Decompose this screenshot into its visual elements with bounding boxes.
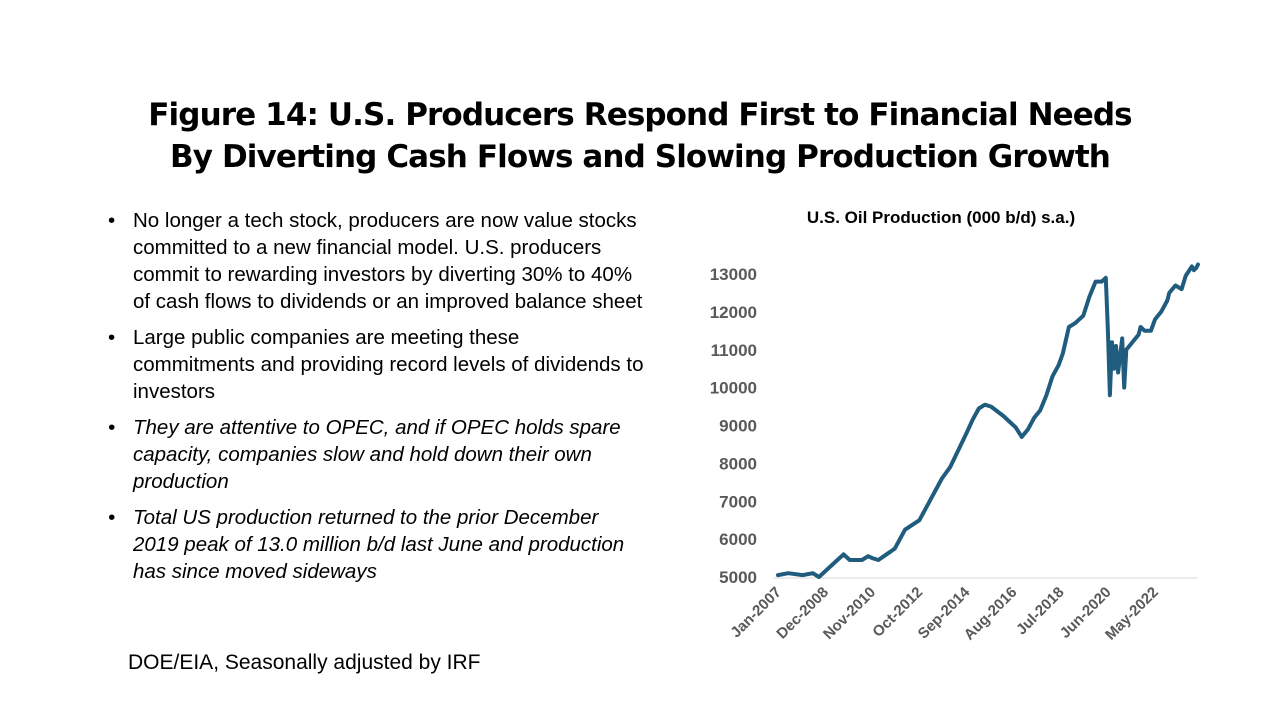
bullet-list: No longer a tech stock, producers are no… [106,207,646,594]
bullet-item-3: They are attentive to OPEC, and if OPEC … [106,414,646,495]
y-tick-label: 10000 [710,379,757,398]
y-tick-label: 9000 [719,417,757,436]
y-tick-label: 7000 [719,492,757,511]
bullet-item-4: Total US production returned to the prio… [106,504,646,585]
source-note: DOE/EIA, Seasonally adjusted by IRF [128,651,481,674]
y-axis-ticks: 5000 6000 7000 8000 9000 10000 11000 12000 13000 [710,265,757,587]
y-tick-label: 6000 [719,530,757,549]
bullet-item-1: No longer a tech stock, producers are no… [106,207,646,315]
y-tick-label: 5000 [719,568,757,587]
series-line [776,262,1200,579]
slide-title-line-1: Figure 14: U.S. Producers Respond First … [148,97,1132,133]
x-axis-ticks: Jan-2007Dec-2008Nov-2010Oct-2012Sep-2014… [727,583,1161,643]
slide-title-line-2: By Diverting Cash Flows and Slowing Prod… [170,139,1111,175]
y-tick-label: 11000 [711,341,757,360]
bullet-item-2: Large public companies are meeting these… [106,324,646,405]
y-tick-label: 12000 [710,303,757,322]
y-tick-label: 8000 [719,454,757,473]
slide-title: Figure 14: U.S. Producers Respond First … [0,94,1280,178]
y-tick-label: 13000 [710,265,757,284]
series-group [776,262,1200,579]
chart-title: U.S. Oil Production (000 b/d) s.a.) [806,208,1076,227]
